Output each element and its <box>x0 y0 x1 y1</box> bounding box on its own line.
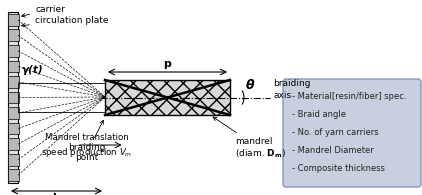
Bar <box>8 76 19 88</box>
Text: circulation plate: circulation plate <box>22 16 108 27</box>
Bar <box>8 45 19 57</box>
Text: θ: θ <box>246 79 254 92</box>
Text: - Composite thickness: - Composite thickness <box>292 164 385 173</box>
Bar <box>8 138 19 150</box>
Text: - Braid angle: - Braid angle <box>292 110 346 119</box>
Bar <box>8 14 19 26</box>
Text: h: h <box>53 193 60 195</box>
Bar <box>8 61 19 72</box>
Text: braiding
point: braiding point <box>68 120 106 162</box>
Bar <box>8 12 18 183</box>
Text: braiding
axis: braiding axis <box>273 79 311 100</box>
Text: - No. of yarn carriers: - No. of yarn carriers <box>292 128 379 137</box>
Bar <box>8 92 19 103</box>
Bar <box>105 80 230 115</box>
Bar <box>8 107 19 119</box>
Bar <box>8 123 19 134</box>
Text: mandrel
(diam. $\mathbf{D_m}$): mandrel (diam. $\mathbf{D_m}$) <box>213 117 286 160</box>
Text: γ(t): γ(t) <box>21 65 43 75</box>
Bar <box>8 154 19 166</box>
Bar <box>18 83 105 112</box>
Text: - Material[resin/fiber] spec.: - Material[resin/fiber] spec. <box>292 92 406 101</box>
Bar <box>8 169 19 181</box>
Text: p: p <box>164 59 171 69</box>
Bar <box>8 29 19 41</box>
Text: carrier: carrier <box>22 5 65 17</box>
Text: - Mandrel Diameter: - Mandrel Diameter <box>292 146 374 155</box>
FancyBboxPatch shape <box>283 79 421 187</box>
Text: Mandrel translation
speed production $V_m$: Mandrel translation speed production $V_… <box>41 133 132 159</box>
